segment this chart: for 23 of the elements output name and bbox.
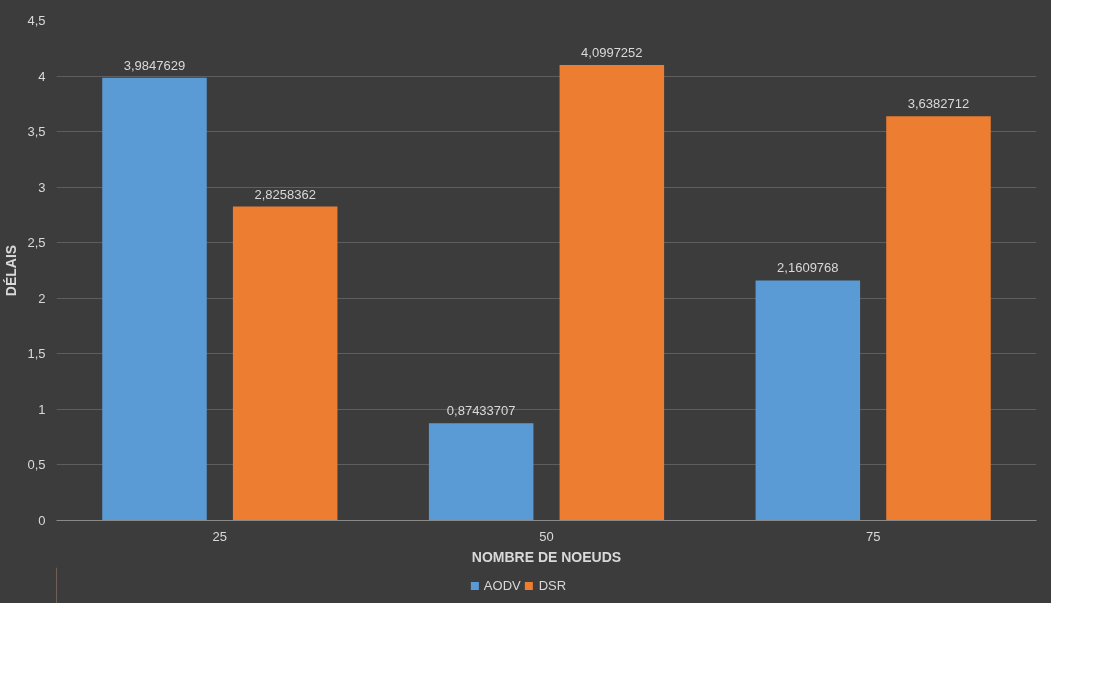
y-tick-label: 4 <box>38 68 46 84</box>
data-label: 2,8258362 <box>254 186 316 202</box>
y-tick-label: 0,5 <box>27 457 46 473</box>
legend-label: DSR <box>538 577 567 593</box>
y-tick-label: 4,5 <box>27 13 46 28</box>
y-tick-label: 1,5 <box>27 346 46 362</box>
x-axis-title: NOMBRE DE NOEUDS <box>471 548 622 565</box>
y-tick-label: 3,5 <box>27 124 46 140</box>
legend-label: AODV <box>483 577 521 593</box>
y-axis-title: DÉLAIS <box>3 244 20 297</box>
data-label: 2,1609768 <box>777 260 839 276</box>
y-tick-label: 2 <box>38 290 46 306</box>
y-tick-label: 3 <box>38 179 46 195</box>
data-label: 4,0997252 <box>581 44 643 60</box>
x-tick-label: 25 <box>212 528 228 544</box>
data-label: 3,9847629 <box>123 57 186 73</box>
data-label: 0,87433707 <box>446 403 516 419</box>
x-tick-label: 75 <box>865 528 881 544</box>
y-tick-label: 0 <box>38 513 46 528</box>
y-tick-label: 2,5 <box>27 235 46 251</box>
x-tick-label: 50 <box>539 528 554 544</box>
y-tick-label: 1 <box>38 401 46 417</box>
data-label: 3,6382712 <box>907 96 970 112</box>
